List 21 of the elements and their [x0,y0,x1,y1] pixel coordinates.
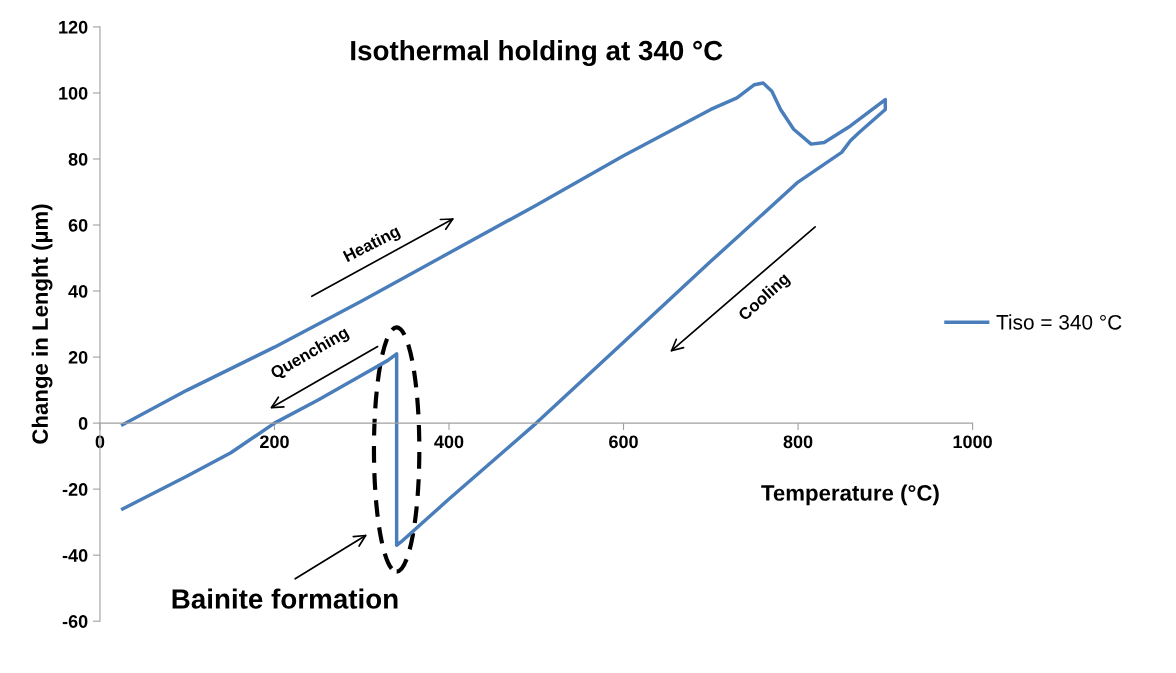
y-tick-label: 60 [68,218,88,232]
y-tick-label: 20 [68,351,88,364]
y-tick-label: 80 [68,152,88,166]
y-tick-label: 100 [59,86,88,100]
y-axis-title: Change in Lenght (µm) [31,204,53,444]
y-tick-label: 40 [68,284,88,298]
legend-label: Tiso = 340 °C [996,314,1122,330]
x-tick-label: 600 [609,435,638,449]
y-tick-label: -40 [62,549,88,562]
x-tick-label: 0 [95,435,105,449]
x-axis-title: Temperature (°C) [761,484,939,506]
y-tick-label: -60 [62,615,88,628]
chart-title: Isothermal holding at 340 °C [351,40,723,67]
y-tick-label: -20 [62,483,88,496]
x-tick-label: 400 [434,435,464,449]
y-tick-label: 120 [59,20,88,34]
y-tick-label: 0 [78,417,88,430]
x-tick-label: 200 [260,435,289,449]
x-tick-label: 800 [783,435,813,449]
annotation: Bainite formation [172,588,398,609]
x-tick-label: 1000 [953,435,992,449]
